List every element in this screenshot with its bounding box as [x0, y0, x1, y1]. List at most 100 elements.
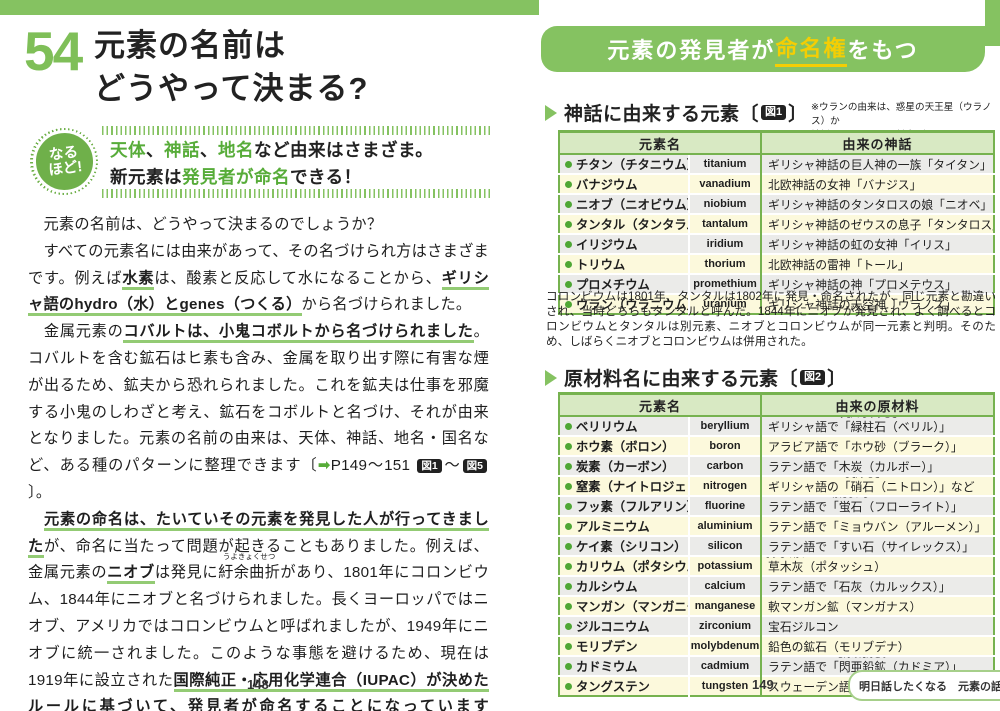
- element-latin-cell: thorium: [687, 253, 762, 274]
- element-latin-cell: uranium: [687, 293, 762, 314]
- element-name-cell: ベリリウム: [559, 415, 689, 436]
- naruhodo-line2: ほど!: [47, 158, 83, 179]
- body-paragraph: 元素の名前は、どうやって決まるのでしょうか？: [28, 212, 489, 239]
- text-run: ギリシャ語で「: [768, 419, 851, 434]
- bullet-icon: [565, 683, 572, 690]
- bullet-icon: [565, 181, 572, 188]
- ruby-run: 紆余曲折 うよきょくせつ: [218, 552, 281, 582]
- element-origin-cell: ギリシャ神話の巨人神の一族「タイタン」: [760, 153, 995, 174]
- corner-green-block: [985, 0, 1000, 46]
- text-run: トリウム: [576, 258, 626, 272]
- element-origin-cell: アラビア語で「ホウ砂（ブラーク）」: [760, 435, 995, 456]
- element-origin-cell: 軟マンガン鉱（マンガナス）: [760, 595, 995, 616]
- text-run: ギリシャ神話のゼウスの息子「タンタロス」: [768, 217, 995, 232]
- material-elements-table: 元素名 由来の原材料 ベリリウムberylliumギリシャ語で「緑柱石りょくちゅ…: [558, 392, 996, 697]
- bullet-icon: [565, 503, 572, 510]
- element-latin-cell: calcium: [687, 575, 762, 596]
- element-name-cell: カリウム（ポタシウム）: [559, 555, 689, 576]
- text-run: （ポタッシュ）: [803, 559, 887, 574]
- triangle-marker-icon: [545, 104, 557, 121]
- table-row: イリジウム iridium ギリシャ神話の虹の女神「イリス」: [559, 233, 995, 254]
- section1-title: 神話に由来する元素: [564, 104, 740, 125]
- text-run: プロメチウム: [576, 278, 650, 292]
- bullet-icon: [565, 221, 572, 228]
- bullet-icon: [565, 423, 572, 430]
- element-origin-cell: ラテン語で「木炭（カルボー）」: [760, 455, 995, 476]
- element-latin-cell: cadmium: [687, 655, 762, 676]
- element-origin-cell: ラテン語で「すい石（サイレックス）」: [760, 535, 995, 556]
- table-row: アルミニウム aluminium ラテン語で「ミョウバン（アルーメン）」: [559, 515, 995, 536]
- section-banner: 元素の発見者が 命名権 をもつ: [541, 26, 985, 72]
- text-run: （ベリル）」: [886, 419, 951, 434]
- element-latin-cell: potassium: [687, 555, 762, 576]
- column-header-origin: 由来の神話: [760, 131, 995, 155]
- element-name-cell: 窒素ちっそ（ナイトロジェン）: [559, 475, 689, 496]
- figure-badge: 図1: [761, 105, 787, 120]
- element-origin-cell: ラテン語で「蛍石ほたるいし（フローライト）」: [760, 495, 995, 516]
- text-run: [28, 511, 44, 528]
- element-name-cell: トリウム: [559, 253, 689, 274]
- element-latin-cell: niobium: [687, 193, 762, 214]
- text-run: が、命名に当たって問題が起きることもありました。例えば、金属元素の: [28, 537, 489, 582]
- text-run: ラテン語で「: [768, 659, 839, 674]
- furigana: せんあえんこう: [836, 656, 889, 658]
- bullet-icon: [565, 301, 572, 308]
- bullet-icon: [565, 241, 572, 248]
- banner-text-post: をもつ: [847, 38, 919, 63]
- bullet-icon: [565, 663, 572, 670]
- element-origin-cell: ギリシャ神話のゼウスの息子「タンタロス」: [760, 213, 995, 234]
- page-title: 元素の名前は どうやって決まる?: [94, 24, 368, 110]
- arrow-icon: ➡: [317, 457, 331, 475]
- text-run: フッ素（フルアリン）: [576, 500, 689, 514]
- text-run: など由来はさまざま。: [254, 140, 434, 160]
- element-latin-cell: tantalum: [687, 213, 762, 234]
- naruhodo-badge-circle: なる ほど!: [28, 126, 100, 197]
- table-row: カルシウム calcium ラテン語で「石灰（カルックス）」: [559, 575, 995, 596]
- text-run: （ナイトロジェン）: [600, 480, 689, 494]
- text-run: モリブデン: [576, 640, 638, 654]
- text-run: アラビア語で「ホウ砂（ブラーク）」: [768, 439, 963, 454]
- text-run: ～: [443, 457, 461, 475]
- figure-badge: 図2: [800, 370, 826, 385]
- element-origin-cell: 草木灰そうもくばい（ポタッシュ）: [760, 555, 995, 576]
- table-row: ニオブ（ニオビウム） niobium ギリシャ神話のタンタロスの娘「ニオベ」: [559, 193, 995, 214]
- element-name-cell: イリジウム: [559, 233, 689, 254]
- element-latin-cell: iridium: [687, 233, 762, 254]
- emphasis-run: ギリシャ語のhydro（水）とgenes（つくる）: [28, 269, 490, 317]
- element-name-cell: アルミニウム: [559, 515, 689, 536]
- table-row: 窒素ちっそ（ナイトロジェン）nitrogenギリシャ語の「硝石しょうせき（ニトロ…: [559, 475, 995, 496]
- bullet-icon: [565, 603, 572, 610]
- green-keyword: 神話: [164, 140, 200, 160]
- bullet-icon: [565, 543, 572, 550]
- text-run: タンタル（タンタラム）: [576, 218, 689, 232]
- element-name-cell: フッ素（フルアリン）: [559, 495, 689, 516]
- element-latin-cell: molybdenum: [687, 635, 762, 656]
- emphasis-run: 元素の命名は、たいていその元素を発見した人が行ってきました: [28, 510, 490, 558]
- table1-caption: コロンビウムは1801年、タンタルは1802年に発見・命名されたが、同じ元素と勘…: [546, 290, 996, 348]
- table-row: モリブデン molybdenum 鉛色の鉱石（モリブデナ）: [559, 635, 995, 656]
- element-latin-cell: aluminium: [687, 515, 762, 536]
- text-run: 鉛色の鉱石（モリブデナ）: [768, 639, 910, 654]
- element-latin-cell: beryllium: [687, 415, 762, 436]
- element-origin-cell: 鉛色の鉱石（モリブデナ）: [760, 635, 995, 656]
- text-run: 。コバルトを含む鉱石はヒ素も含み、金属を取り出す際に有害な煙が出るため、鉱夫から…: [28, 323, 490, 475]
- element-name-cell: カルシウム: [559, 575, 689, 596]
- element-origin-cell: ギリシャ神話の虹の女神「イリス」: [760, 233, 995, 254]
- lead-summary: なる ほど! 天体、神話、地名など由来はさまざま。 新元素は発見者が命名できる！: [28, 124, 490, 200]
- footnote-line1: ※ウランの由来は、惑星の天王星（ウラノス）か: [811, 102, 992, 127]
- text-run: （フローライト）」: [862, 499, 963, 514]
- element-origin-cell: ギリシャ神話のタンタロスの娘「ニオベ」: [760, 193, 995, 214]
- element-latin-cell: vanadium: [687, 173, 762, 194]
- table-header-row: 元素名 由来の神話: [559, 131, 995, 155]
- text-run: 軟マンガン鉱（マンガナス）: [768, 599, 922, 614]
- element-name-cell: プロメチウム: [559, 273, 689, 294]
- table-row: タンタル（タンタラム）tantalum ギリシャ神話のゼウスの息子「タンタロス」: [559, 213, 995, 234]
- text-run: ホウ素（ボロン）: [576, 440, 675, 454]
- emphasis-run: 国際純正・応用化学連合（IUPAC）が決めたルールに基づいて、発見者が命名するこ…: [28, 671, 489, 711]
- element-latin-cell: titanium: [687, 153, 762, 174]
- triangle-marker-icon: [545, 369, 557, 386]
- text-run: 〕。: [28, 483, 52, 501]
- text-run: ギリシャ語の「: [768, 479, 851, 494]
- bracket-close: 〕: [827, 369, 847, 390]
- furigana: りょくちゅうせき: [838, 416, 898, 418]
